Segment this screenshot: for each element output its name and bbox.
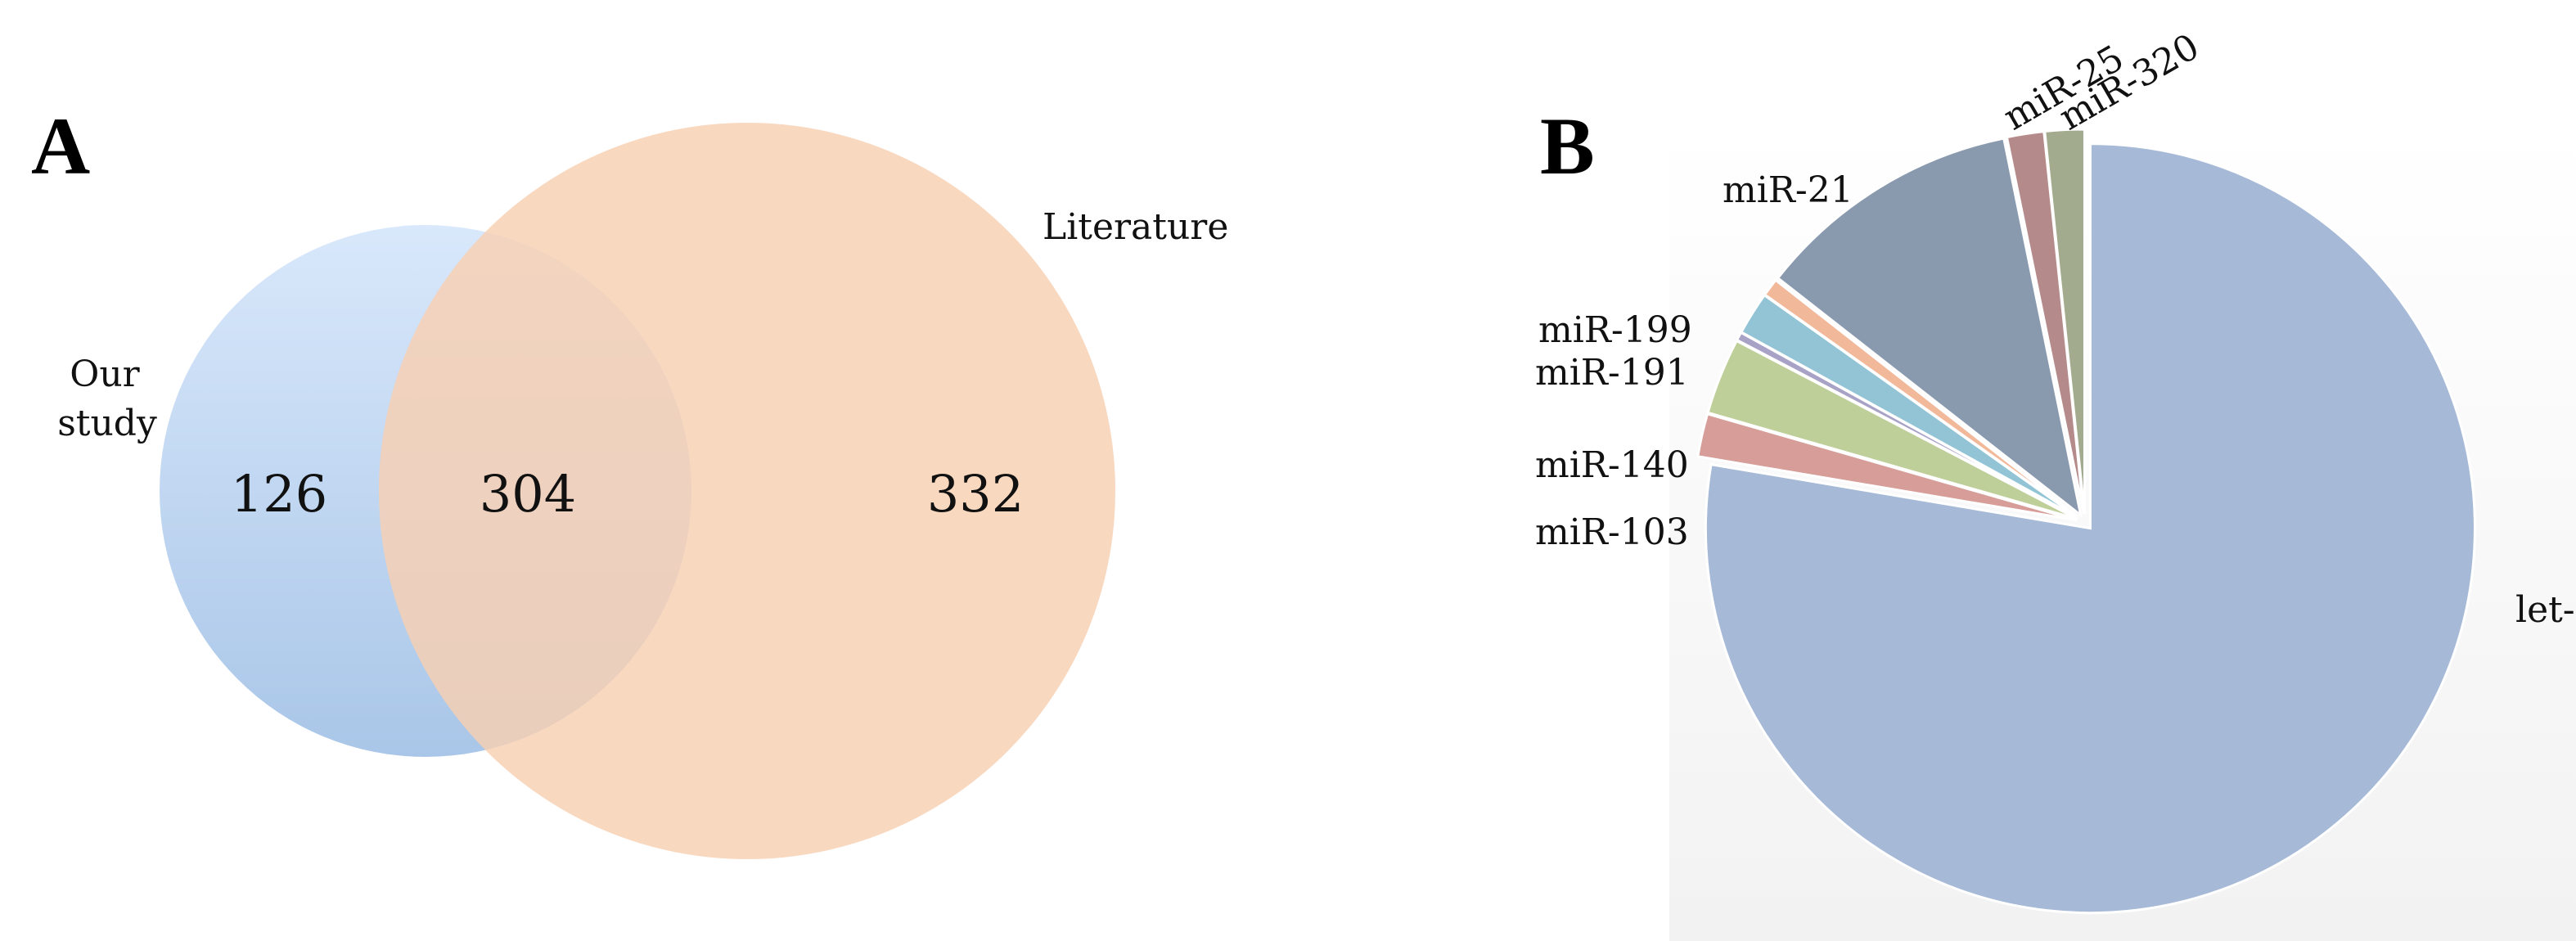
slice-label-mir-191: miR-191	[1535, 352, 1689, 394]
pie-slice-mir-103-1	[1696, 412, 2078, 522]
panel-b-letter: B	[1540, 101, 1595, 191]
panel-b: B let-7 miR-103 miR-140 miR-191 miR-199 …	[1535, 25, 2576, 941]
slice-label-let-7: let-7	[2515, 589, 2576, 631]
count-intersection: 304	[480, 464, 576, 524]
count-our-study-only: 126	[231, 464, 327, 524]
pie-slice-let-7-0	[1704, 142, 2476, 915]
set-label-our-study-line1: Our	[70, 353, 140, 395]
set-label-our-study-line2: study	[57, 403, 157, 444]
venn-circle-literature	[379, 123, 1115, 859]
set-label-literature: Literature	[1043, 206, 1228, 248]
slice-label-mir-140: miR-140	[1535, 444, 1689, 486]
pie-slices	[1696, 128, 2476, 915]
slice-label-mir-21: miR-21	[1723, 169, 1853, 211]
count-literature-only: 332	[927, 464, 1024, 524]
pie-slice-mir-320-8	[2043, 128, 2086, 515]
pie-slice-mir-21-6	[1776, 137, 2083, 519]
slice-label-mir-103: miR-103	[1535, 511, 1689, 553]
slice-label-mir-199: miR-199	[1538, 309, 1692, 351]
panel-a-letter: A	[31, 101, 90, 191]
pie-slice-mir-199-5	[1763, 278, 2079, 519]
panel-a: A Our study Literature 126 304 332	[31, 101, 1228, 859]
